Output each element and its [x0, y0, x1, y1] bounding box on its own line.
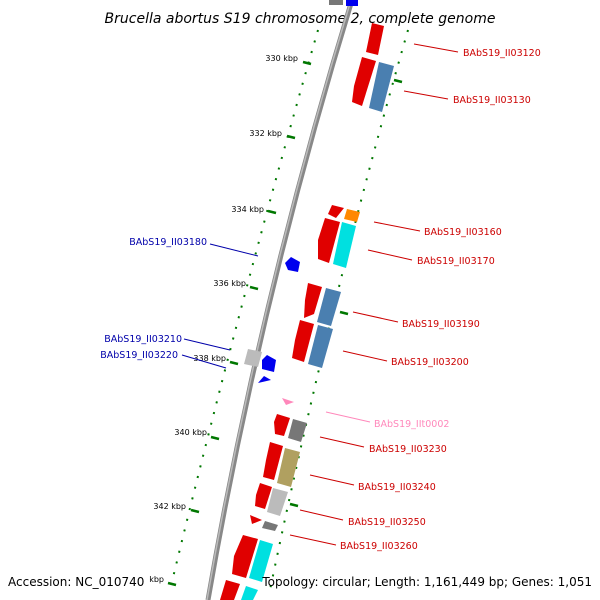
- leader-lines-right: [289, 43, 459, 546]
- gene-red-bottom-1: [232, 535, 258, 578]
- tick-label-344-unit: kbp: [149, 575, 164, 584]
- tick-label-336: 336 kbp: [213, 279, 246, 288]
- gene-cyan-bottom-2: [241, 586, 258, 600]
- gene-red-small-03250: [250, 515, 262, 524]
- label-BAbS19_II03230: BAbS19_II03230: [369, 444, 447, 455]
- map-title: Brucella abortus S19 chromosome 2, compl…: [105, 11, 496, 27]
- chromosome-backbone: [205, 0, 355, 600]
- gene-red-03190: [304, 283, 322, 318]
- tick-label-338: 338 kbp: [193, 354, 226, 363]
- label-BAbS19_II03190: BAbS19_II03190: [402, 319, 480, 330]
- gene-red-03130: [352, 57, 376, 106]
- inner-tick-track: [169, 29, 319, 591]
- accession-text: Accession: NC_010740: [8, 575, 144, 589]
- chromosome-backbone-highlight: [206, 0, 352, 600]
- gene-BAbS19_II03260: [262, 521, 278, 531]
- tick-label-342: 342 kbp: [153, 502, 186, 511]
- tick-label-332: 332 kbp: [249, 129, 282, 138]
- label-BAbS19_II03180: BAbS19_II03180: [129, 237, 207, 248]
- gene-BAbS19_II03250: [267, 488, 288, 516]
- gene-BAbS19_II03160: [344, 209, 360, 222]
- gene-BAbS19_II03190: [317, 288, 341, 326]
- gene-red-03200: [292, 320, 314, 362]
- gene-BAbS19_II03230: [288, 419, 307, 442]
- label-BAbS19_II03260: BAbS19_II03260: [340, 541, 418, 552]
- label-BAbS19_II03160: BAbS19_II03160: [424, 227, 502, 238]
- label-BAbS19_II03120: BAbS19_II03120: [463, 48, 541, 59]
- gene-blue-03220: [262, 355, 276, 372]
- label-BAbS19_II03250: BAbS19_II03250: [348, 517, 426, 528]
- gene-BAbS19_II03130: [369, 62, 394, 112]
- gene-red-03160: [328, 205, 344, 218]
- leader-line-trna: [325, 411, 371, 423]
- tick-labels: 330 kbp 332 kbp 334 kbp 336 kbp 338 kbp …: [149, 54, 298, 584]
- gene-partial-grey: [329, 0, 343, 5]
- label-BAbS19_II03130: BAbS19_II03130: [453, 95, 531, 106]
- gene-BAbS19_II03200: [308, 325, 333, 368]
- label-BAbS19_IIt0002: BAbS19_IIt0002: [374, 419, 449, 430]
- label-BAbS19_II03200: BAbS19_II03200: [391, 357, 469, 368]
- gene-red-03230: [274, 414, 290, 436]
- tick-label-334: 334 kbp: [231, 205, 264, 214]
- gene-BAbS19_II03180: [285, 257, 300, 272]
- gene-red-03170: [318, 218, 340, 263]
- label-BAbS19_II03220: BAbS19_II03220: [100, 350, 178, 361]
- gene-BAbS19_II03210: [244, 349, 262, 367]
- gene-BAbS19_II03240: [277, 448, 300, 487]
- topology-text: Topology: circular; Length: 1,161,449 bp…: [261, 575, 592, 589]
- label-BAbS19_II03210: BAbS19_II03210: [104, 334, 182, 345]
- genes-reverse: [244, 257, 300, 383]
- label-BAbS19_II03170: BAbS19_II03170: [417, 256, 495, 267]
- gene-BAbS19_II03120: [366, 23, 384, 55]
- gene-BAbS19_II03170: [333, 222, 356, 268]
- genes-forward: [220, 0, 394, 600]
- major-ticks: [167, 60, 312, 587]
- outer-major-ticks: [289, 78, 403, 508]
- tick-label-330: 330 kbp: [265, 54, 298, 63]
- gene-cyan-bottom-1: [249, 540, 273, 582]
- leader-lines-left: [181, 243, 259, 369]
- outer-tick-track: [269, 29, 409, 591]
- gene-partial-blue: [346, 0, 358, 6]
- gene-red-03240: [263, 442, 283, 480]
- label-BAbS19_II03240: BAbS19_II03240: [358, 482, 436, 493]
- gene-labels: BAbS19_II03120 BAbS19_II03130 BAbS19_II0…: [100, 48, 541, 552]
- gene-BAbS19_II03220: [258, 376, 271, 383]
- tick-label-340: 340 kbp: [174, 428, 207, 437]
- gene-BAbS19_IIt0002: [282, 398, 294, 405]
- gene-red-bottom-2: [220, 580, 240, 600]
- gene-red-03250: [255, 483, 272, 509]
